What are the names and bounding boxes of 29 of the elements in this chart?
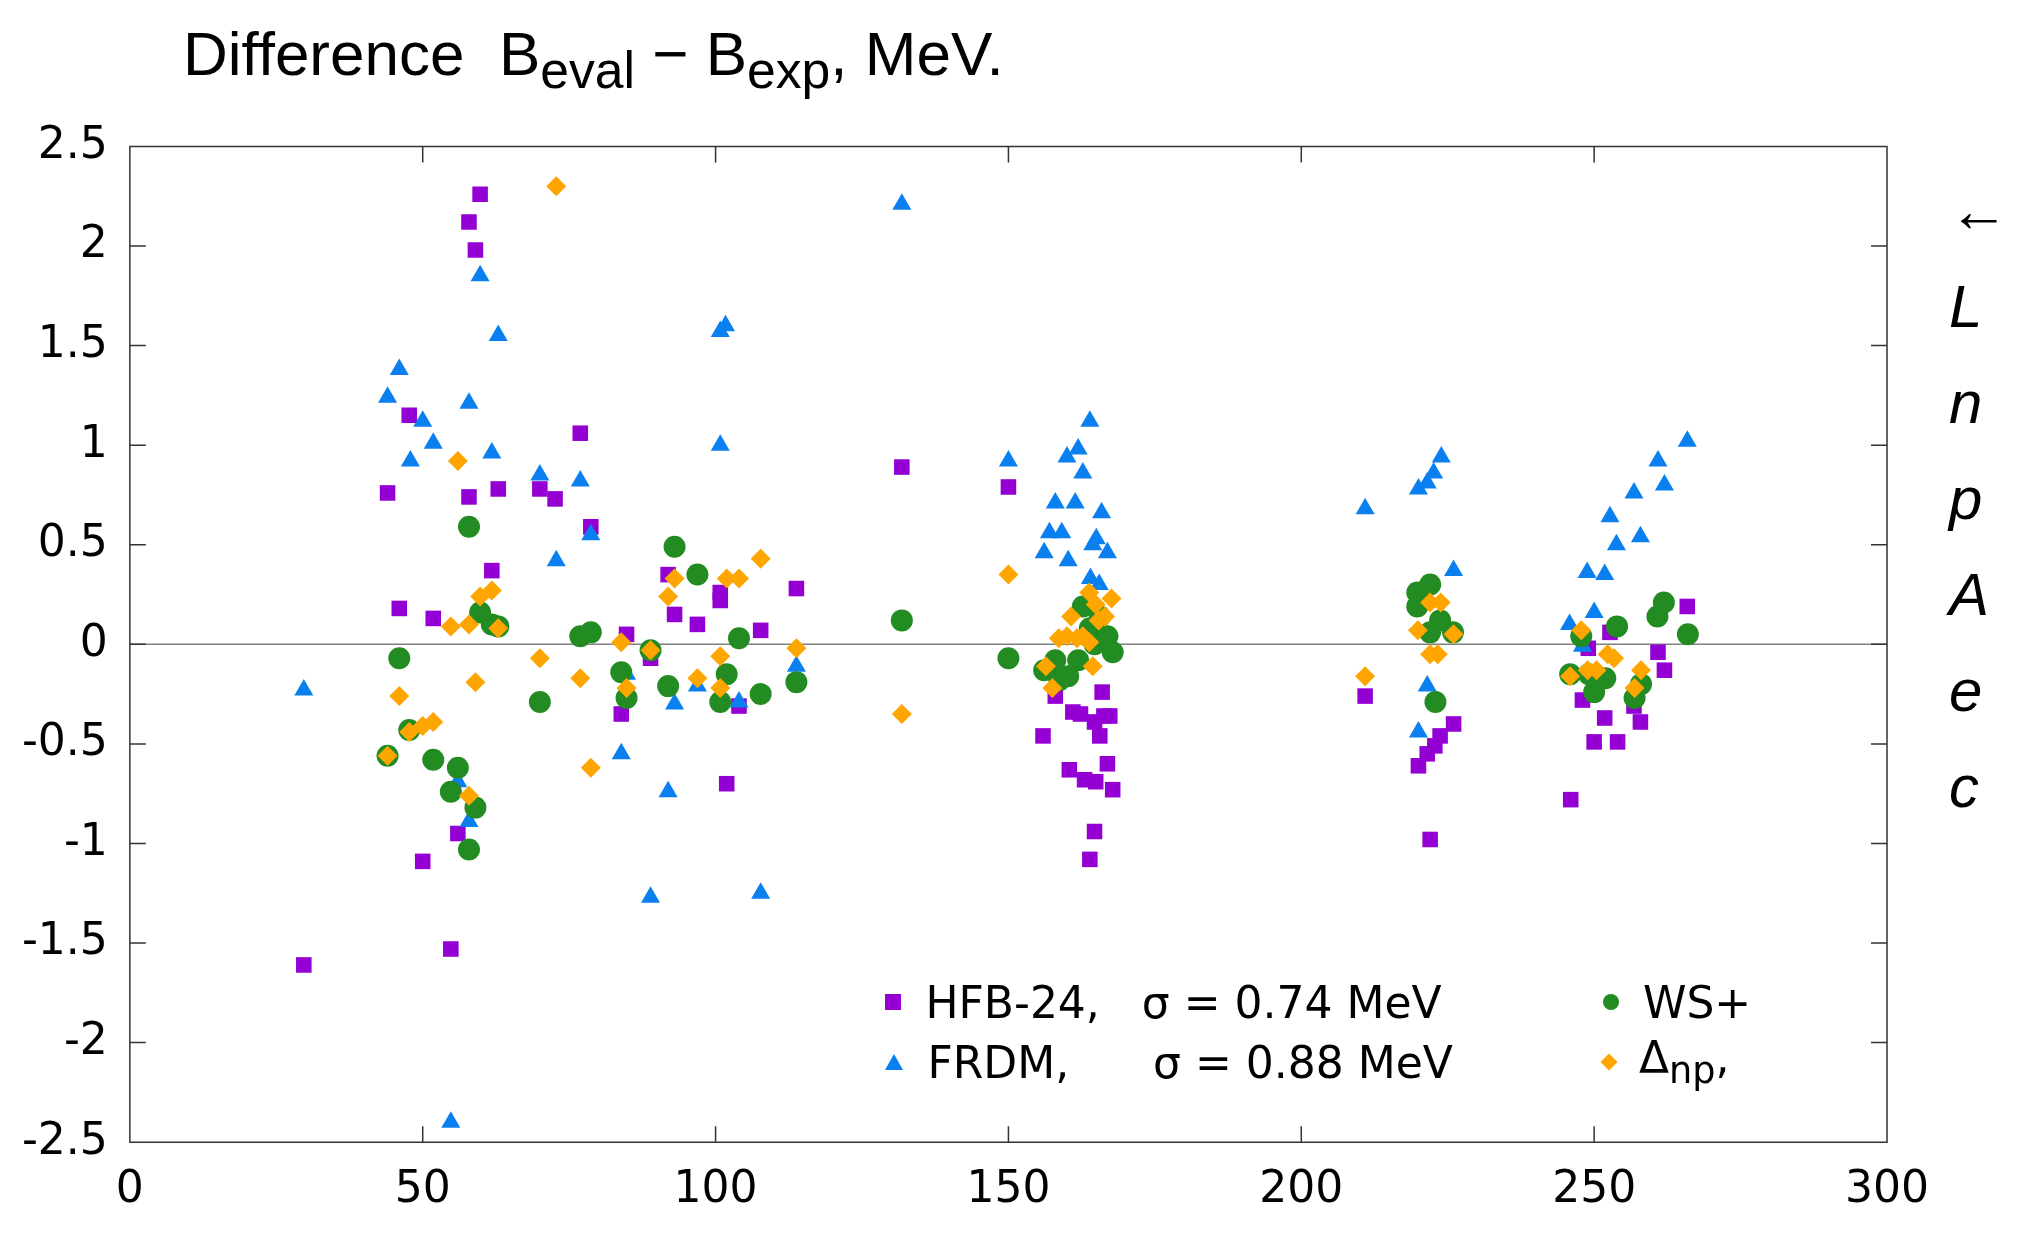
- y-tick-label: -1.5: [21, 913, 108, 965]
- x-tick-label: 150: [966, 1161, 1051, 1213]
- x-tick-label: 50: [394, 1161, 451, 1213]
- y-tick-label: 2: [79, 216, 108, 268]
- legend-label: Δ$_{np}$,: [1638, 1032, 1730, 1093]
- y-tick-label: -1: [63, 813, 108, 865]
- chart-title: Difference B$_{eval}$ − B$_{exp}$, MeV.: [183, 18, 1004, 101]
- legend-label: HFB-24, σ = 0.74 MeV: [925, 976, 1442, 1028]
- text: p: [1949, 464, 1984, 534]
- text: c: [1949, 752, 1980, 822]
- legend-label: WS+: [1642, 976, 1752, 1028]
- y-tick-label: 1.5: [37, 316, 108, 367]
- x-tick-label: 300: [1845, 1161, 1929, 1213]
- x-tick-label: 250: [1552, 1161, 1637, 1213]
- text: n: [1949, 368, 1984, 438]
- y-tick-label: 1: [79, 415, 108, 467]
- y-tick-label: -2.5: [21, 1112, 108, 1164]
- y-tick-label: -2: [63, 1013, 108, 1065]
- y-tick-label: -0.5: [21, 714, 108, 766]
- x-tick-label: 200: [1259, 1161, 1344, 1213]
- text: L: [1949, 272, 1984, 342]
- legend-label: FRDM, σ = 0.88 MeV: [927, 1036, 1453, 1088]
- x-tick-label: 0: [115, 1161, 144, 1213]
- x-tick-label: 100: [673, 1161, 758, 1213]
- text: e: [1949, 656, 1984, 726]
- y-tick-label: 0: [79, 614, 108, 666]
- y-tick-label: 2.5: [37, 116, 108, 168]
- y-tick-label: 0.5: [37, 515, 108, 567]
- text: ←: [1949, 176, 2009, 246]
